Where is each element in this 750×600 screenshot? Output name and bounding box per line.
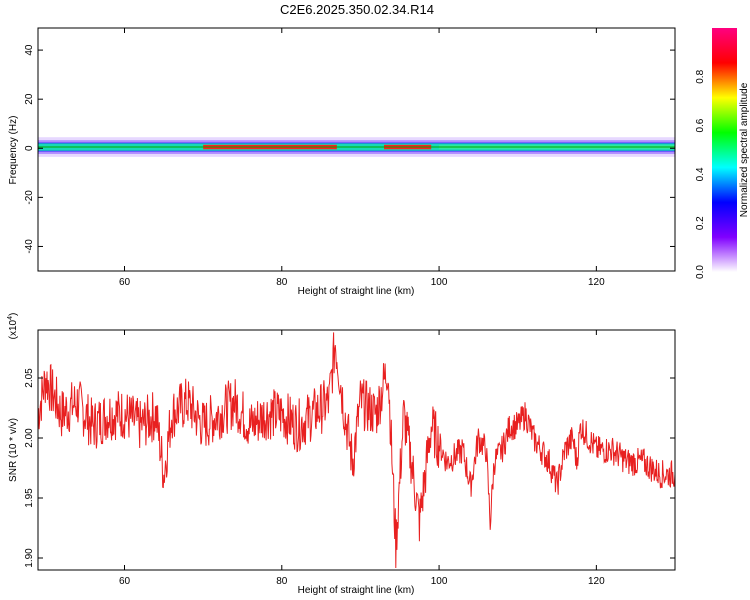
snr-x-tick-label: 120	[588, 576, 605, 587]
spectrogram-x-tick-label: 80	[276, 277, 288, 288]
colorbar-gradient	[712, 28, 737, 272]
spectrogram-x-tick-label: 120	[588, 277, 605, 288]
spectrogram-y-tick-label: 0	[24, 145, 35, 151]
colorbar-tick-label: 0.6	[695, 118, 706, 132]
snr-y-axis-label: SNR (10 * v/v)	[8, 418, 19, 482]
snr-series-line	[37, 332, 676, 569]
snr-panel: 60 80 100 120 1.90 1.95 2.00 2.05 Height of st…	[7, 313, 676, 596]
snr-exponent-close: )	[8, 313, 19, 316]
spectrogram-band	[38, 137, 675, 157]
spectrogram-x-axis-label: Height of straight line (km)	[298, 286, 415, 297]
spectrogram-x-tick-label: 60	[119, 277, 131, 288]
snr-y-axis-exponent: (x104)	[7, 313, 19, 340]
colorbar-tick-label: 0.2	[695, 216, 706, 230]
colorbar-label: Normalized spectral amplitude	[739, 82, 750, 217]
spectrogram-frame	[37, 27, 676, 272]
spectrogram-x-tick-label: 100	[431, 277, 448, 288]
page-title: C2E6.2025.350.02.34.R14	[280, 2, 434, 17]
colorbar-tick-label: 0.8	[695, 69, 706, 83]
snr-x-tick-label: 80	[276, 576, 288, 587]
snr-frame	[37, 329, 676, 571]
snr-exponent-power: 4	[7, 316, 14, 320]
colorbar-tick-label: 0.0	[695, 265, 706, 279]
spectrogram-y-tick-label: -20	[24, 190, 35, 205]
spectrogram-y-tick-label: 20	[24, 93, 35, 105]
spectrogram-y-tick-label: -40	[24, 239, 35, 254]
snr-x-axis-label: Height of straight line (km)	[298, 585, 415, 596]
snr-y-tick-label: 1.90	[24, 548, 35, 568]
snr-x-tick-label: 100	[431, 576, 448, 587]
spectrogram-y-tick-label: 40	[24, 44, 35, 56]
snr-exponent-base: (x10	[8, 319, 19, 339]
colorbar: 0.0 0.2 0.4 0.6 0.8 Normalized spectral ampl…	[695, 28, 750, 279]
spectrogram-panel: 60 80 100 120 -40 -20 0 20 40 Height of straigh…	[8, 27, 676, 297]
colorbar-tick-label: 0.4	[695, 167, 706, 181]
snr-y-tick-label: 2.00	[24, 428, 35, 448]
spectrogram-y-axis-label: Frequency (Hz)	[8, 116, 19, 185]
snr-y-tick-label: 2.05	[24, 368, 35, 388]
snr-y-tick-label: 1.95	[24, 488, 35, 508]
snr-x-tick-label: 60	[119, 576, 131, 587]
snr-plot-area	[38, 330, 675, 570]
